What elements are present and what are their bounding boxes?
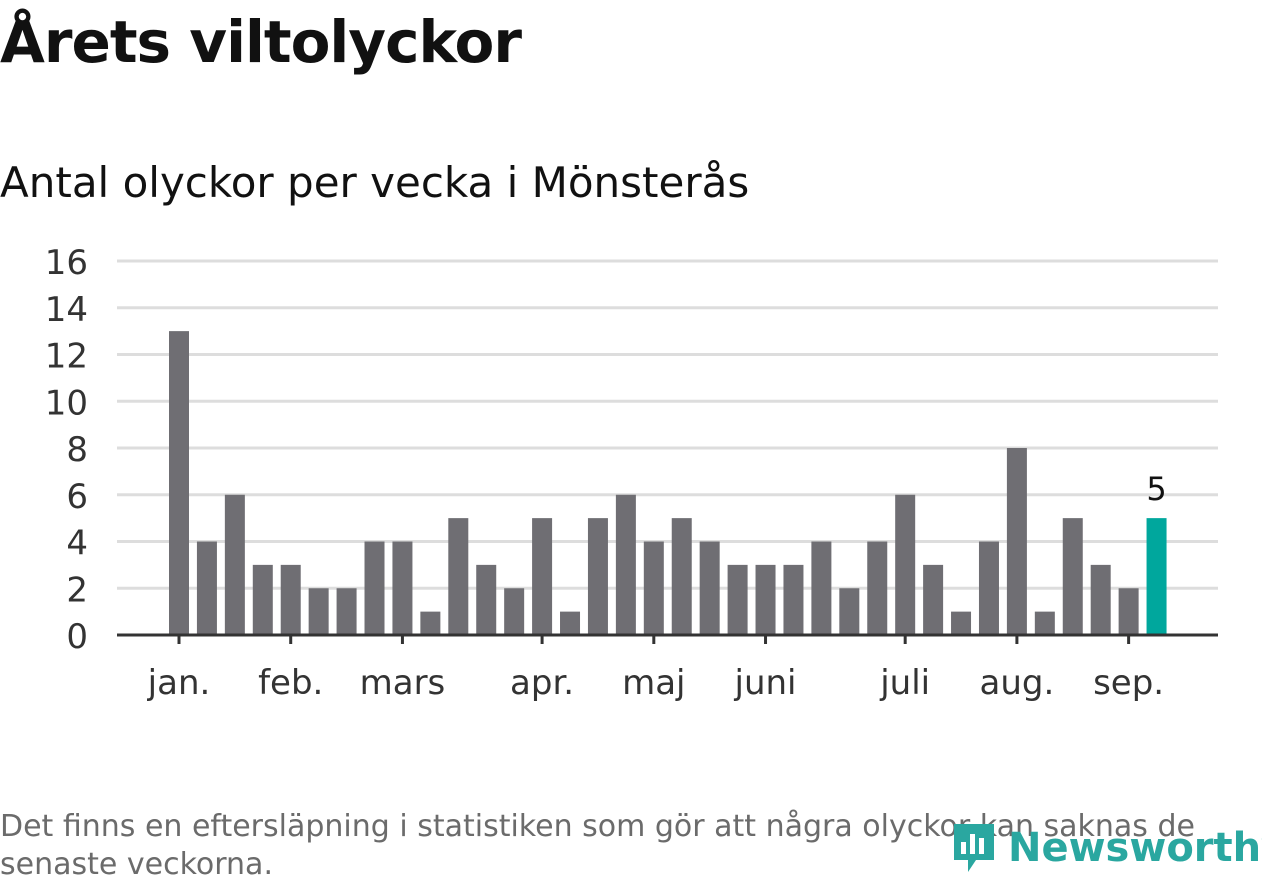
bar <box>364 541 385 635</box>
bar <box>615 494 636 635</box>
y-tick-label: 12 <box>45 337 88 377</box>
data-label: 5 <box>1146 470 1166 508</box>
x-tick-label: mars <box>360 663 446 703</box>
bars <box>169 331 1167 635</box>
y-tick-label: 4 <box>66 524 88 564</box>
x-tick-label: juni <box>734 663 797 703</box>
bar <box>224 494 245 635</box>
bar <box>699 541 720 635</box>
bar <box>867 541 888 635</box>
bar <box>560 611 581 635</box>
bar <box>951 611 972 635</box>
bar <box>1034 611 1055 635</box>
gridlines <box>117 259 1218 590</box>
bar <box>392 541 413 635</box>
footnote: Det finns en eftersläpning i statistiken… <box>0 809 1195 882</box>
bar <box>783 564 804 635</box>
y-tick-label: 16 <box>45 243 88 283</box>
y-tick-label: 2 <box>66 570 88 610</box>
y-tick-label: 8 <box>66 430 88 470</box>
bar <box>1090 564 1111 635</box>
y-axis-ticks: 0 2 4 6 8 10 12 14 16 <box>45 243 88 657</box>
bar <box>895 494 916 635</box>
bar <box>252 564 273 635</box>
newsworthy-logo-icon <box>954 824 994 872</box>
bar <box>755 564 776 635</box>
x-tick-label: aug. <box>980 663 1055 703</box>
y-tick-label: 10 <box>45 383 88 423</box>
bar <box>504 588 525 635</box>
x-tick-label: jan. <box>147 663 211 703</box>
bar <box>1118 588 1139 635</box>
bar <box>448 518 469 635</box>
bar <box>308 588 329 635</box>
bar <box>923 564 944 635</box>
bar <box>336 588 357 635</box>
bar <box>811 541 832 635</box>
x-tick-label: maj <box>622 663 685 703</box>
x-tick-label: apr. <box>510 663 574 703</box>
bar <box>476 564 497 635</box>
x-tick-label: feb. <box>258 663 323 703</box>
bar <box>587 518 608 635</box>
bar <box>196 541 217 635</box>
y-tick-label: 0 <box>66 617 88 657</box>
x-tick-label: sep. <box>1093 663 1164 703</box>
bar <box>280 564 301 635</box>
bar <box>532 518 553 635</box>
bar <box>643 541 664 635</box>
bar <box>978 541 999 635</box>
newsworthy-logo-text: Newsworthy <box>1008 825 1262 871</box>
bar <box>727 564 748 635</box>
bar <box>1062 518 1083 635</box>
data-labels: 5 <box>1146 470 1166 508</box>
highlight-bar <box>1146 518 1167 635</box>
bar <box>1006 448 1027 635</box>
bar <box>671 518 692 635</box>
bar <box>420 611 441 635</box>
newsworthy-logo: Newsworthy <box>950 818 1262 878</box>
bar-chart: 0 2 4 6 8 10 12 14 16 jan. feb. mars apr. maj juni jul… <box>45 243 1218 703</box>
bar <box>839 588 860 635</box>
bar <box>169 331 189 635</box>
y-tick-label: 6 <box>66 477 88 517</box>
x-tick-label: juli <box>879 663 930 703</box>
chart-title: Årets viltolyckor <box>0 8 522 76</box>
y-tick-label: 14 <box>45 290 88 330</box>
chart-subtitle: Antal olyckor per vecka i Mönsterås <box>0 158 750 207</box>
x-axis-ticks: jan. feb. mars apr. maj juni juli aug. sep. <box>147 635 1164 703</box>
